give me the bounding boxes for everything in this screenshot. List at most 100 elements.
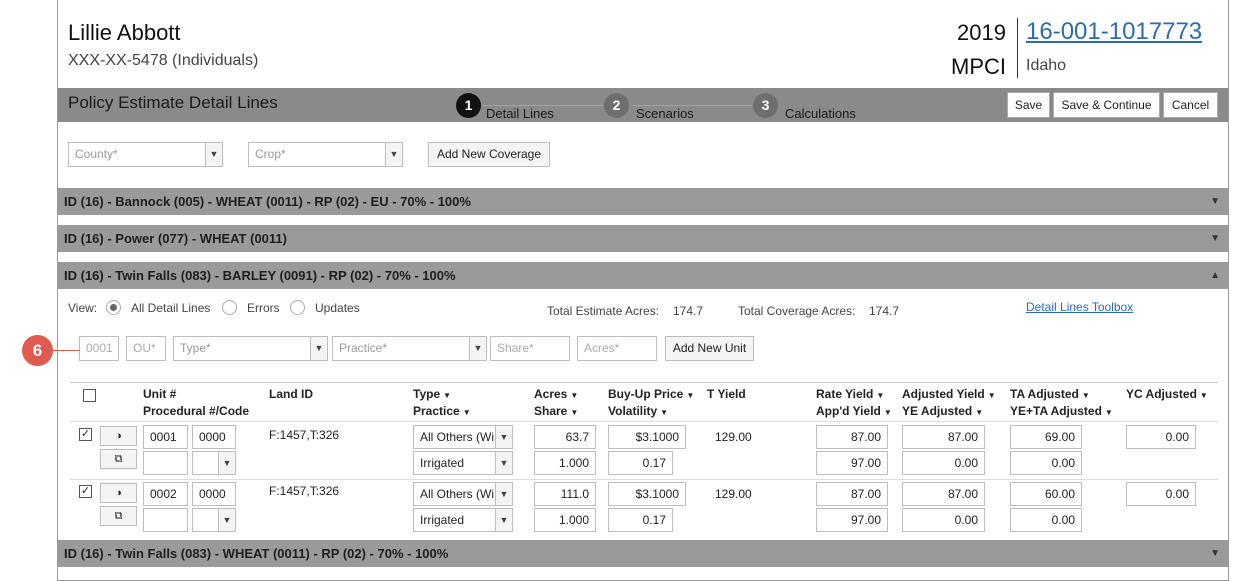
procedural-cell[interactable] (143, 451, 188, 475)
add-new-coverage-button[interactable]: Add New Coverage (428, 142, 550, 167)
col-practice[interactable]: Practice ▼ (413, 404, 471, 418)
acres-cell[interactable]: 111.0 (534, 482, 596, 506)
title-bar: Policy Estimate Detail Lines 1 Detail Li… (58, 88, 1228, 122)
state-name: Idaho (1026, 57, 1067, 74)
share-field[interactable]: Share* (490, 336, 570, 361)
view-updates-label[interactable]: Updates (315, 301, 360, 315)
yc-adjusted-cell[interactable]: 0.00 (1126, 425, 1196, 449)
county-select[interactable]: County* ▼ (68, 142, 223, 167)
chevron-down-icon: ▼ (218, 452, 235, 474)
callout-marker: 6 (22, 335, 53, 366)
step-3-circle[interactable]: 3 (753, 93, 778, 118)
ou-field[interactable]: OU* (126, 336, 166, 361)
appd-yield-cell[interactable]: 97.00 (816, 451, 888, 475)
ta-adjusted-cell[interactable]: 69.00 (1010, 425, 1082, 449)
practice-select[interactable]: Practice* ▼ (332, 336, 487, 361)
buyup-price-cell[interactable]: $3.1000 (608, 425, 686, 449)
policy-number-link[interactable]: 16-001-1017773 (1026, 18, 1203, 45)
crop-select[interactable]: Crop* ▼ (248, 142, 403, 167)
view-updates-radio[interactable] (290, 300, 305, 315)
appd-yield-cell[interactable]: 97.00 (816, 508, 888, 532)
coverage-accordion-bannock-wheat[interactable]: ID (16) - Bannock (005) - WHEAT (0011) -… (58, 188, 1228, 215)
step-1-circle[interactable]: 1 (456, 93, 481, 118)
row-checkbox[interactable]: ✓ (79, 485, 92, 498)
save-button[interactable]: Save (1007, 92, 1050, 118)
ye-adjusted-cell[interactable]: 0.00 (902, 451, 985, 475)
ou-cell[interactable]: 0000 (192, 425, 236, 449)
type-value: All Others (Wi (420, 487, 495, 501)
view-all-label[interactable]: All Detail Lines (131, 301, 211, 315)
coverage-accordion-twinfalls-wheat[interactable]: ID (16) - Twin Falls (083) - WHEAT (0011… (58, 540, 1228, 567)
col-share[interactable]: Share ▼ (534, 404, 578, 418)
step-3-label[interactable]: Calculations (785, 106, 856, 121)
share-cell[interactable]: 1.000 (534, 451, 596, 475)
select-all-checkbox[interactable] (83, 389, 96, 402)
view-errors-radio[interactable] (222, 300, 237, 315)
procedural-code-select[interactable]: ▼ (192, 451, 236, 475)
copy-icon[interactable]: ⧉ (100, 506, 137, 526)
ye-ta-adjusted-cell[interactable]: 0.00 (1010, 508, 1082, 532)
unit-number-field[interactable]: 0001 (79, 336, 119, 361)
practice-select[interactable]: Irrigated ▼ (413, 451, 513, 475)
contrast-icon[interactable]: ◑ (100, 483, 137, 503)
acres-cell[interactable]: 63.7 (534, 425, 596, 449)
unit-cell[interactable]: 0002 (143, 482, 188, 506)
save-continue-button[interactable]: Save & Continue (1053, 92, 1160, 118)
adjusted-yield-cell[interactable]: 87.00 (902, 482, 985, 506)
chevron-down-icon: ▼ (495, 452, 512, 474)
share-cell[interactable]: 1.000 (534, 508, 596, 532)
buyup-price-cell[interactable]: $3.1000 (608, 482, 686, 506)
coverage-accordion-power-wheat[interactable]: ID (16) - Power (077) - WHEAT (0011) ▼ (58, 225, 1228, 252)
contrast-icon[interactable]: ◑ (100, 426, 137, 446)
rate-yield-cell[interactable]: 87.00 (816, 425, 888, 449)
coverage-accordion-twinfalls-barley[interactable]: ID (16) - Twin Falls (083) - BARLEY (009… (58, 262, 1228, 289)
col-appd-yield[interactable]: App'd Yield ▼ (816, 404, 892, 418)
col-acres[interactable]: Acres ▼ (534, 387, 578, 401)
type-select[interactable]: All Others (Wi ▼ (413, 482, 513, 506)
row-checkbox[interactable]: ✓ (79, 428, 92, 441)
type-select[interactable]: Type* ▼ (173, 336, 328, 361)
acres-field[interactable]: Acres* (577, 336, 657, 361)
type-select[interactable]: All Others (Wi ▼ (413, 425, 513, 449)
yc-adjusted-cell[interactable]: 0.00 (1126, 482, 1196, 506)
step-2-label[interactable]: Scenarios (636, 106, 694, 121)
col-type-label: Type (413, 387, 441, 401)
procedural-code-select[interactable]: ▼ (192, 508, 236, 532)
col-ta-adjusted[interactable]: TA Adjusted ▼ (1010, 387, 1090, 401)
chevron-down-icon: ▼ (1210, 548, 1220, 559)
detail-lines-toolbox-link[interactable]: Detail Lines Toolbox (1026, 300, 1134, 314)
col-type[interactable]: Type ▼ (413, 387, 451, 401)
ou-cell[interactable]: 0000 (192, 482, 236, 506)
page-title: Policy Estimate Detail Lines (68, 93, 278, 112)
col-rate-yield[interactable]: Rate Yield ▼ (816, 387, 884, 401)
add-new-unit-button[interactable]: Add New Unit (665, 336, 754, 361)
cancel-button[interactable]: Cancel (1163, 92, 1218, 118)
col-ye-ta-adjusted[interactable]: YE+TA Adjusted ▼ (1010, 404, 1113, 418)
accordion-title: ID (16) - Twin Falls (083) - WHEAT (0011… (64, 546, 449, 561)
rate-yield-cell[interactable]: 87.00 (816, 482, 888, 506)
adjusted-yield-cell[interactable]: 87.00 (902, 425, 985, 449)
col-buyup[interactable]: Buy-Up Price ▼ (608, 387, 694, 401)
caret-down-icon: ▼ (686, 391, 695, 400)
col-yc-adjusted[interactable]: YC Adjusted ▼ (1126, 387, 1208, 401)
volatility-cell[interactable]: 0.17 (608, 508, 673, 532)
volatility-cell[interactable]: 0.17 (608, 451, 673, 475)
table-header-border (70, 421, 1218, 422)
procedural-cell[interactable] (143, 508, 188, 532)
land-id: F:1457,T:326 (269, 484, 340, 498)
col-ye-adjusted[interactable]: YE Adjusted ▼ (902, 404, 983, 418)
ye-ta-adjusted-cell[interactable]: 0.00 (1010, 451, 1082, 475)
t-yield-value: 129.00 (715, 430, 752, 444)
unit-cell[interactable]: 0001 (143, 425, 188, 449)
step-2-circle[interactable]: 2 (604, 93, 629, 118)
step-1-label[interactable]: Detail Lines (486, 106, 554, 121)
view-all-radio[interactable] (106, 300, 121, 315)
ta-adjusted-cell[interactable]: 60.00 (1010, 482, 1082, 506)
col-land-id: Land ID (269, 387, 313, 401)
copy-icon[interactable]: ⧉ (100, 449, 137, 469)
col-volatility[interactable]: Volatility ▼ (608, 404, 668, 418)
view-errors-label[interactable]: Errors (247, 301, 280, 315)
practice-select[interactable]: Irrigated ▼ (413, 508, 513, 532)
ye-adjusted-cell[interactable]: 0.00 (902, 508, 985, 532)
col-adjusted-yield[interactable]: Adjusted Yield ▼ (902, 387, 996, 401)
